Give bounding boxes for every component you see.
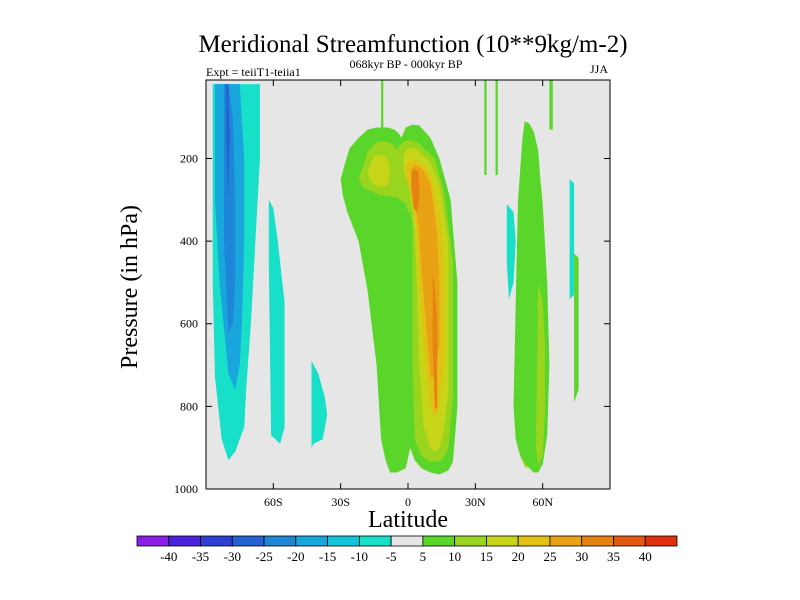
colorbar: -40 -35 -30 -25 -20 -15 -10 -5 5 10 15 20 25 30 35 40: [136, 535, 678, 564]
contour-region-6: [506, 203, 516, 299]
colorbar-label-13: 30: [575, 549, 588, 564]
contour-region-11: [549, 80, 553, 130]
contour-region-18: [411, 168, 420, 213]
x-tick-label-4: 60N: [532, 495, 553, 509]
colorbar-label-15: 40: [639, 549, 652, 564]
colorbar-label-9: 10: [448, 549, 461, 564]
colorbar-swatch-9: [422, 535, 456, 547]
x-axis: 60S 30S 0 30N 60N: [264, 80, 553, 509]
colorbar-swatch-3: [231, 535, 265, 547]
time-range-label: 068kyr BP - 000kyr BP: [350, 57, 463, 71]
contour-region-19: [432, 270, 438, 411]
y-tick-label-1: 400: [180, 234, 198, 248]
contour-regions: [212, 80, 579, 475]
colorbar-swatch-0: [136, 535, 170, 547]
contour-region-3: [226, 84, 230, 200]
y-tick-label-3: 800: [180, 399, 198, 413]
colorbar-label-0: -40: [160, 549, 177, 564]
contour-region-22: [535, 282, 545, 465]
x-tick-label-0: 60S: [264, 495, 283, 509]
y-tick-label-4: 1000: [174, 482, 198, 496]
y-axis: 200 400 600 800 1000: [174, 151, 610, 496]
colorbar-label-3: -25: [255, 549, 272, 564]
colorbar-label-6: -10: [351, 549, 368, 564]
colorbar-label-5: -15: [319, 549, 336, 564]
x-tick-label-1: 30S: [331, 495, 350, 509]
colorbar-swatch-15: [613, 535, 646, 547]
colorbar-swatch-10: [454, 535, 487, 547]
colorbar-swatch-11: [486, 535, 519, 547]
x-tick-label-2: 0: [405, 495, 411, 509]
experiment-label: Expt = teiiT1-teiia1: [206, 65, 301, 79]
y-axis-label: Pressure (in hPa): [117, 205, 143, 369]
chart-title: Meridional Streamfunction (10**9kg/m-2): [198, 31, 627, 58]
contour-region-10: [495, 80, 498, 175]
colorbar-label-12: 25: [543, 549, 556, 564]
colorbar-swatch-5: [295, 535, 328, 547]
colorbar-label-11: 20: [512, 549, 525, 564]
contour-region-7: [569, 179, 575, 299]
colorbar-label-14: 35: [607, 549, 620, 564]
colorbar-swatch-12: [517, 535, 551, 547]
contour-region-14: [367, 154, 390, 188]
colorbar-swatch-14: [581, 535, 614, 547]
colorbar-swatch-6: [327, 535, 360, 547]
colorbar-label-8: 5: [420, 549, 427, 564]
colorbar-label-1: -35: [192, 549, 209, 564]
y-tick-label-2: 600: [180, 317, 198, 331]
colorbar-label-10: 15: [480, 549, 493, 564]
contour-region-17: [410, 164, 440, 378]
x-axis-label: Latitude: [368, 507, 448, 533]
colorbar-swatch-4: [263, 535, 297, 547]
colorbar-swatch-7: [358, 535, 392, 547]
y-tick-label-0: 200: [180, 151, 198, 165]
x-tick-label-3: 30N: [465, 495, 486, 509]
colorbar-swatch-1: [168, 535, 201, 547]
colorbar-swatch-13: [549, 535, 583, 547]
contour-region-4: [268, 199, 285, 444]
colorbar-swatch-2: [200, 535, 233, 547]
season-label: JJA: [590, 62, 608, 76]
contour-region-23: [574, 253, 579, 403]
colorbar-label-4: -20: [287, 549, 304, 564]
colorbar-swatch-8: [390, 535, 424, 547]
contour-region-9: [484, 80, 487, 175]
colorbar-swatch-16: [644, 535, 678, 547]
colorbar-label-2: -30: [224, 549, 241, 564]
contour-region-5: [311, 360, 328, 448]
colorbar-label-7: -5: [386, 549, 397, 564]
